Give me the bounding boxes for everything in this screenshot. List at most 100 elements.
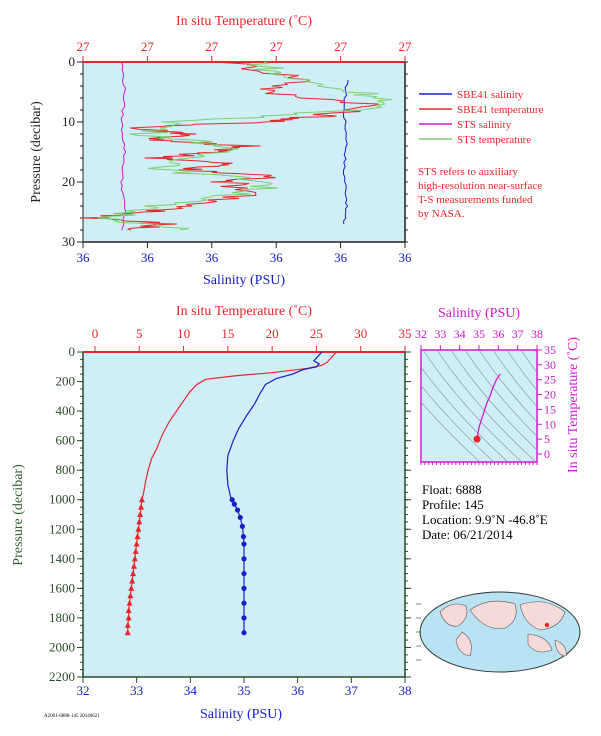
salinity-marker: [241, 630, 247, 636]
profile-y-tick-label: 1800: [49, 610, 75, 625]
salinity-marker: [237, 514, 243, 521]
surface-bottom-axis-title: Salinity (PSU): [203, 273, 285, 288]
ts-density-contour: [421, 366, 509, 462]
temperature-marker: [133, 540, 140, 547]
temperature-marker: [130, 570, 137, 577]
salinity-marker: [241, 570, 247, 577]
profile-bottom-tick-label: 34: [184, 683, 198, 698]
temperature-marker: [125, 607, 132, 614]
profile-y-tick-label: 1200: [49, 521, 75, 536]
surface-top-axis-title: In situ Temperature (˚C): [176, 14, 312, 29]
surface-series-sts-temperature: [96, 61, 393, 231]
surface-top-tick-label: 27: [399, 39, 413, 54]
map-landmass: [527, 633, 553, 653]
ts-right-tick-label: 35: [544, 343, 556, 357]
temperature-marker: [132, 547, 139, 554]
surface-top-tick-label: 27: [334, 39, 348, 54]
temperature-marker: [125, 614, 132, 621]
ts-right-tick-label: 10: [544, 417, 556, 431]
ts-top-tick-label: 33: [434, 327, 446, 341]
surface-top-tick-label: 27: [77, 39, 91, 54]
profile-y-tick-label: 400: [56, 403, 76, 418]
ts-top-tick-label: 37: [512, 327, 524, 341]
surface-note-line: T-S measurements funded: [418, 194, 533, 206]
ts-deep-cluster: [473, 435, 481, 443]
profile-top-tick-label: 35: [399, 326, 412, 341]
profile-y-tick-label: 1600: [49, 580, 75, 595]
profile-top-axis-title: In situ Temperature (˚C): [176, 304, 312, 319]
ts-density-contour: [450, 350, 537, 451]
map-float-location: [544, 622, 550, 628]
surface-y-axis-title: Pressure (decibar): [29, 101, 44, 203]
ts-right-tick-label: 15: [544, 402, 556, 416]
legend-label: SBE41 salinity: [457, 89, 524, 101]
ts-top-tick-label: 32: [415, 327, 427, 341]
temperature-marker: [131, 555, 138, 562]
profile-top-tick-label: 10: [177, 326, 190, 341]
surface-series-sbe41-salinity: [342, 79, 349, 225]
surface-y-tick-label: 30: [62, 234, 75, 249]
ts-right-tick-label: 0: [544, 447, 550, 461]
surface-bottom-tick-label: 36: [270, 250, 284, 265]
legend-label: SBE41 temperature: [457, 104, 544, 116]
surface-y-tick-label: 10: [62, 114, 75, 129]
profile-bottom-tick-label: 32: [77, 683, 90, 698]
profile-top-tick-label: 0: [92, 326, 99, 341]
ts-density-contour: [421, 401, 481, 462]
ts-top-tick-label: 35: [473, 327, 485, 341]
salinity-marker: [240, 534, 247, 540]
ts-curve: [476, 373, 501, 440]
profile-bottom-tick-label: 35: [238, 683, 251, 698]
surface-bottom-tick-label: 36: [399, 250, 413, 265]
ts-top-tick-label: 34: [454, 327, 466, 341]
map-landmass: [455, 631, 472, 657]
profile-y-tick-label: 2200: [49, 669, 75, 684]
profile-y-tick-label: 2000: [49, 639, 75, 654]
temperature-marker: [135, 525, 142, 532]
surface-top-tick-label: 27: [205, 39, 219, 54]
salinity-marker: [229, 497, 235, 503]
legend-label: STS temperature: [457, 134, 531, 146]
ts-density-contour: [478, 350, 537, 423]
profile-top-tick-label: 30: [354, 326, 367, 341]
profile-y-tick-label: 0: [69, 344, 76, 359]
temperature-marker: [138, 503, 145, 510]
surface-y-tick-label: 0: [69, 54, 76, 69]
ts-right-tick-label: 20: [544, 388, 556, 402]
ts-density-contour: [422, 350, 523, 462]
temperature-marker: [134, 533, 141, 540]
temperature-marker: [130, 562, 137, 569]
profile-top-tick-label: 25: [310, 326, 323, 341]
ts-right-tick-label: 30: [544, 358, 556, 372]
ts-density-contour: [492, 350, 537, 408]
temperature-marker: [129, 577, 136, 584]
profile-bottom-tick-label: 33: [130, 683, 143, 698]
surface-bottom-tick-label: 36: [205, 250, 219, 265]
profile-top-tick-label: 15: [221, 326, 234, 341]
profile-y-tick-label: 200: [56, 374, 76, 389]
profile-bottom-axis-title: Salinity (PSU): [200, 707, 282, 722]
profile-top-tick-label: 5: [136, 326, 143, 341]
salinity-marker: [241, 585, 247, 591]
ts-right-axis-title: In situ Temperature (˚C): [566, 337, 581, 473]
footer-code: A2001-6888-145 20140621: [44, 714, 100, 719]
temperature-marker: [124, 629, 131, 636]
ts-top-tick-label: 36: [492, 327, 504, 341]
surface-top-tick-label: 27: [270, 39, 284, 54]
profile-temperature-line: [127, 351, 337, 633]
ts-right-tick-label: 25: [544, 373, 556, 387]
float-info-line: Date: 06/21/2014: [422, 527, 513, 542]
salinity-marker: [241, 541, 247, 547]
float-info-line: Profile: 145: [422, 497, 484, 512]
ts-density-contour: [464, 350, 537, 437]
surface-note-line: STS refers to auxiliary: [418, 166, 518, 178]
ts-right-tick-label: 5: [544, 432, 550, 446]
temperature-marker: [128, 584, 135, 591]
map-landmass: [554, 639, 567, 657]
float-info-line: Location: 9.9˚N -46.8˚E: [422, 512, 548, 527]
salinity-marker: [241, 615, 247, 621]
surface-top-tick-label: 27: [141, 39, 155, 54]
profile-y-tick-label: 1000: [49, 492, 75, 507]
map-landmass: [439, 603, 468, 627]
